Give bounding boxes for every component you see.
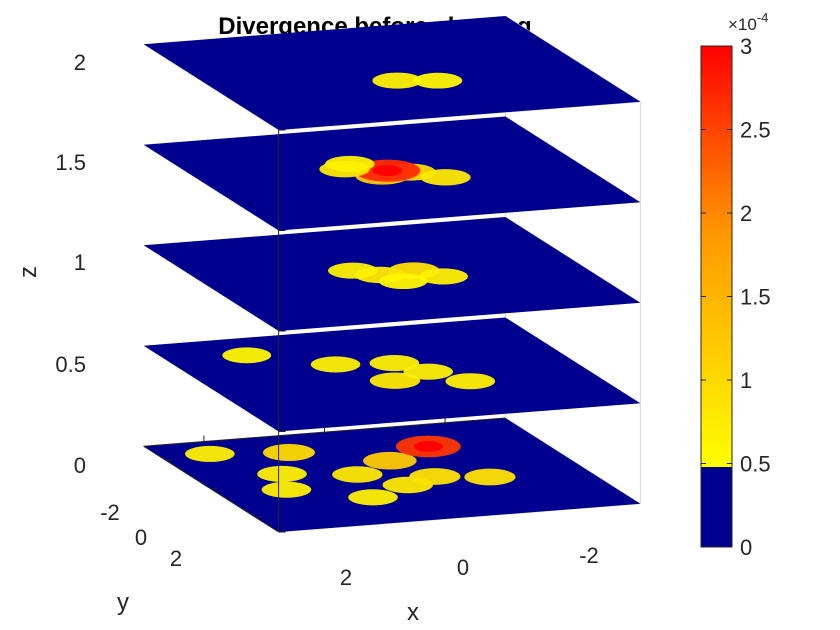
divergence-hotspot <box>403 363 453 380</box>
z-axis-ticks: 0 0.5 1 1.5 2 <box>55 50 86 478</box>
divergence-hotspot-core <box>372 165 403 177</box>
divergence-hotspot <box>445 373 496 390</box>
colorbar-tick-label: 2.5 <box>740 118 771 143</box>
axis-lines <box>143 129 506 533</box>
x-tick-label: -2 <box>579 543 599 568</box>
divergence-hotspot <box>185 445 235 462</box>
colorbar-tick-label: 3 <box>740 34 752 59</box>
divergence-hotspot <box>261 481 312 498</box>
x-axis-label: x <box>407 599 419 626</box>
z-tick-label: 2 <box>74 50 86 75</box>
colorbar-tick-label: 1.5 <box>740 285 771 310</box>
z-tick-label: 0.5 <box>55 352 86 377</box>
divergence-hotspot <box>328 262 378 279</box>
colorbar-tick-label: 0 <box>740 535 752 560</box>
colorbar-tick-label: 1 <box>740 368 752 393</box>
box-edge-line <box>505 15 641 103</box>
divergence-hotspot <box>257 465 307 482</box>
divergence-hotspot <box>418 268 469 285</box>
divergence-hotspot <box>310 356 361 373</box>
divergence-hotspot <box>369 355 420 372</box>
divergence-hotspot <box>369 372 421 389</box>
slice-plane <box>143 16 641 130</box>
divergence-hotspot <box>348 489 398 506</box>
colorbar-low-band <box>701 467 732 547</box>
divergence-hotspot <box>378 273 428 290</box>
y-tick-label: 0 <box>135 525 147 550</box>
colorbar-exponent-power: -4 <box>757 10 769 25</box>
colorbar-exponent-base: ×10 <box>728 15 757 34</box>
z-axis-label: z <box>15 266 42 278</box>
colorbar-tick-label: 0.5 <box>740 452 771 477</box>
divergence-hotspot-core <box>413 441 443 452</box>
colorbar-tick-label: 2 <box>740 201 752 226</box>
z-tick-label: 1.5 <box>55 150 86 175</box>
divergence-hotspot <box>325 155 375 172</box>
divergence-hotspot <box>363 451 417 470</box>
divergence-hotspot <box>420 169 471 186</box>
y-tick-label: -2 <box>100 500 120 525</box>
slice-plane <box>143 116 641 231</box>
colorbar-ticks: 0 0.5 1 1.5 2 2.5 3 <box>701 34 771 560</box>
divergence-hotspot <box>372 72 423 89</box>
y-tick-label: 2 <box>170 546 182 571</box>
divergence-hotspot <box>222 347 272 364</box>
slice-plane <box>143 418 641 532</box>
divergence-hotspot <box>464 468 516 486</box>
divergence-hotspot <box>332 466 383 483</box>
y-axis-ticks: -2 0 2 <box>100 500 182 571</box>
z-tick-label: 1 <box>74 250 86 275</box>
slice-plane <box>143 317 641 432</box>
colorbar-exponent: ×10-4 <box>728 10 768 34</box>
slice-surface <box>143 418 641 532</box>
y-axis-label: y <box>117 589 129 616</box>
x-axis-ticks: 2 0 -2 <box>340 543 599 590</box>
divergence-hotspot <box>413 72 463 89</box>
divergence-hotspot <box>262 444 315 462</box>
x-tick-label: 2 <box>340 565 352 590</box>
divergence-hotspot <box>409 468 461 485</box>
slice-plane <box>143 217 641 331</box>
y-axis-tick <box>166 459 173 461</box>
colorbar: 0 0.5 1 1.5 2 2.5 3 ×10-4 <box>700 10 771 560</box>
slice-planes <box>143 16 641 532</box>
colorbar-high-band <box>701 46 732 467</box>
y-axis-tick <box>256 516 263 519</box>
y-axis-tick <box>211 487 218 490</box>
x-tick-label: 0 <box>457 555 469 580</box>
z-tick-label: 0 <box>74 453 86 478</box>
